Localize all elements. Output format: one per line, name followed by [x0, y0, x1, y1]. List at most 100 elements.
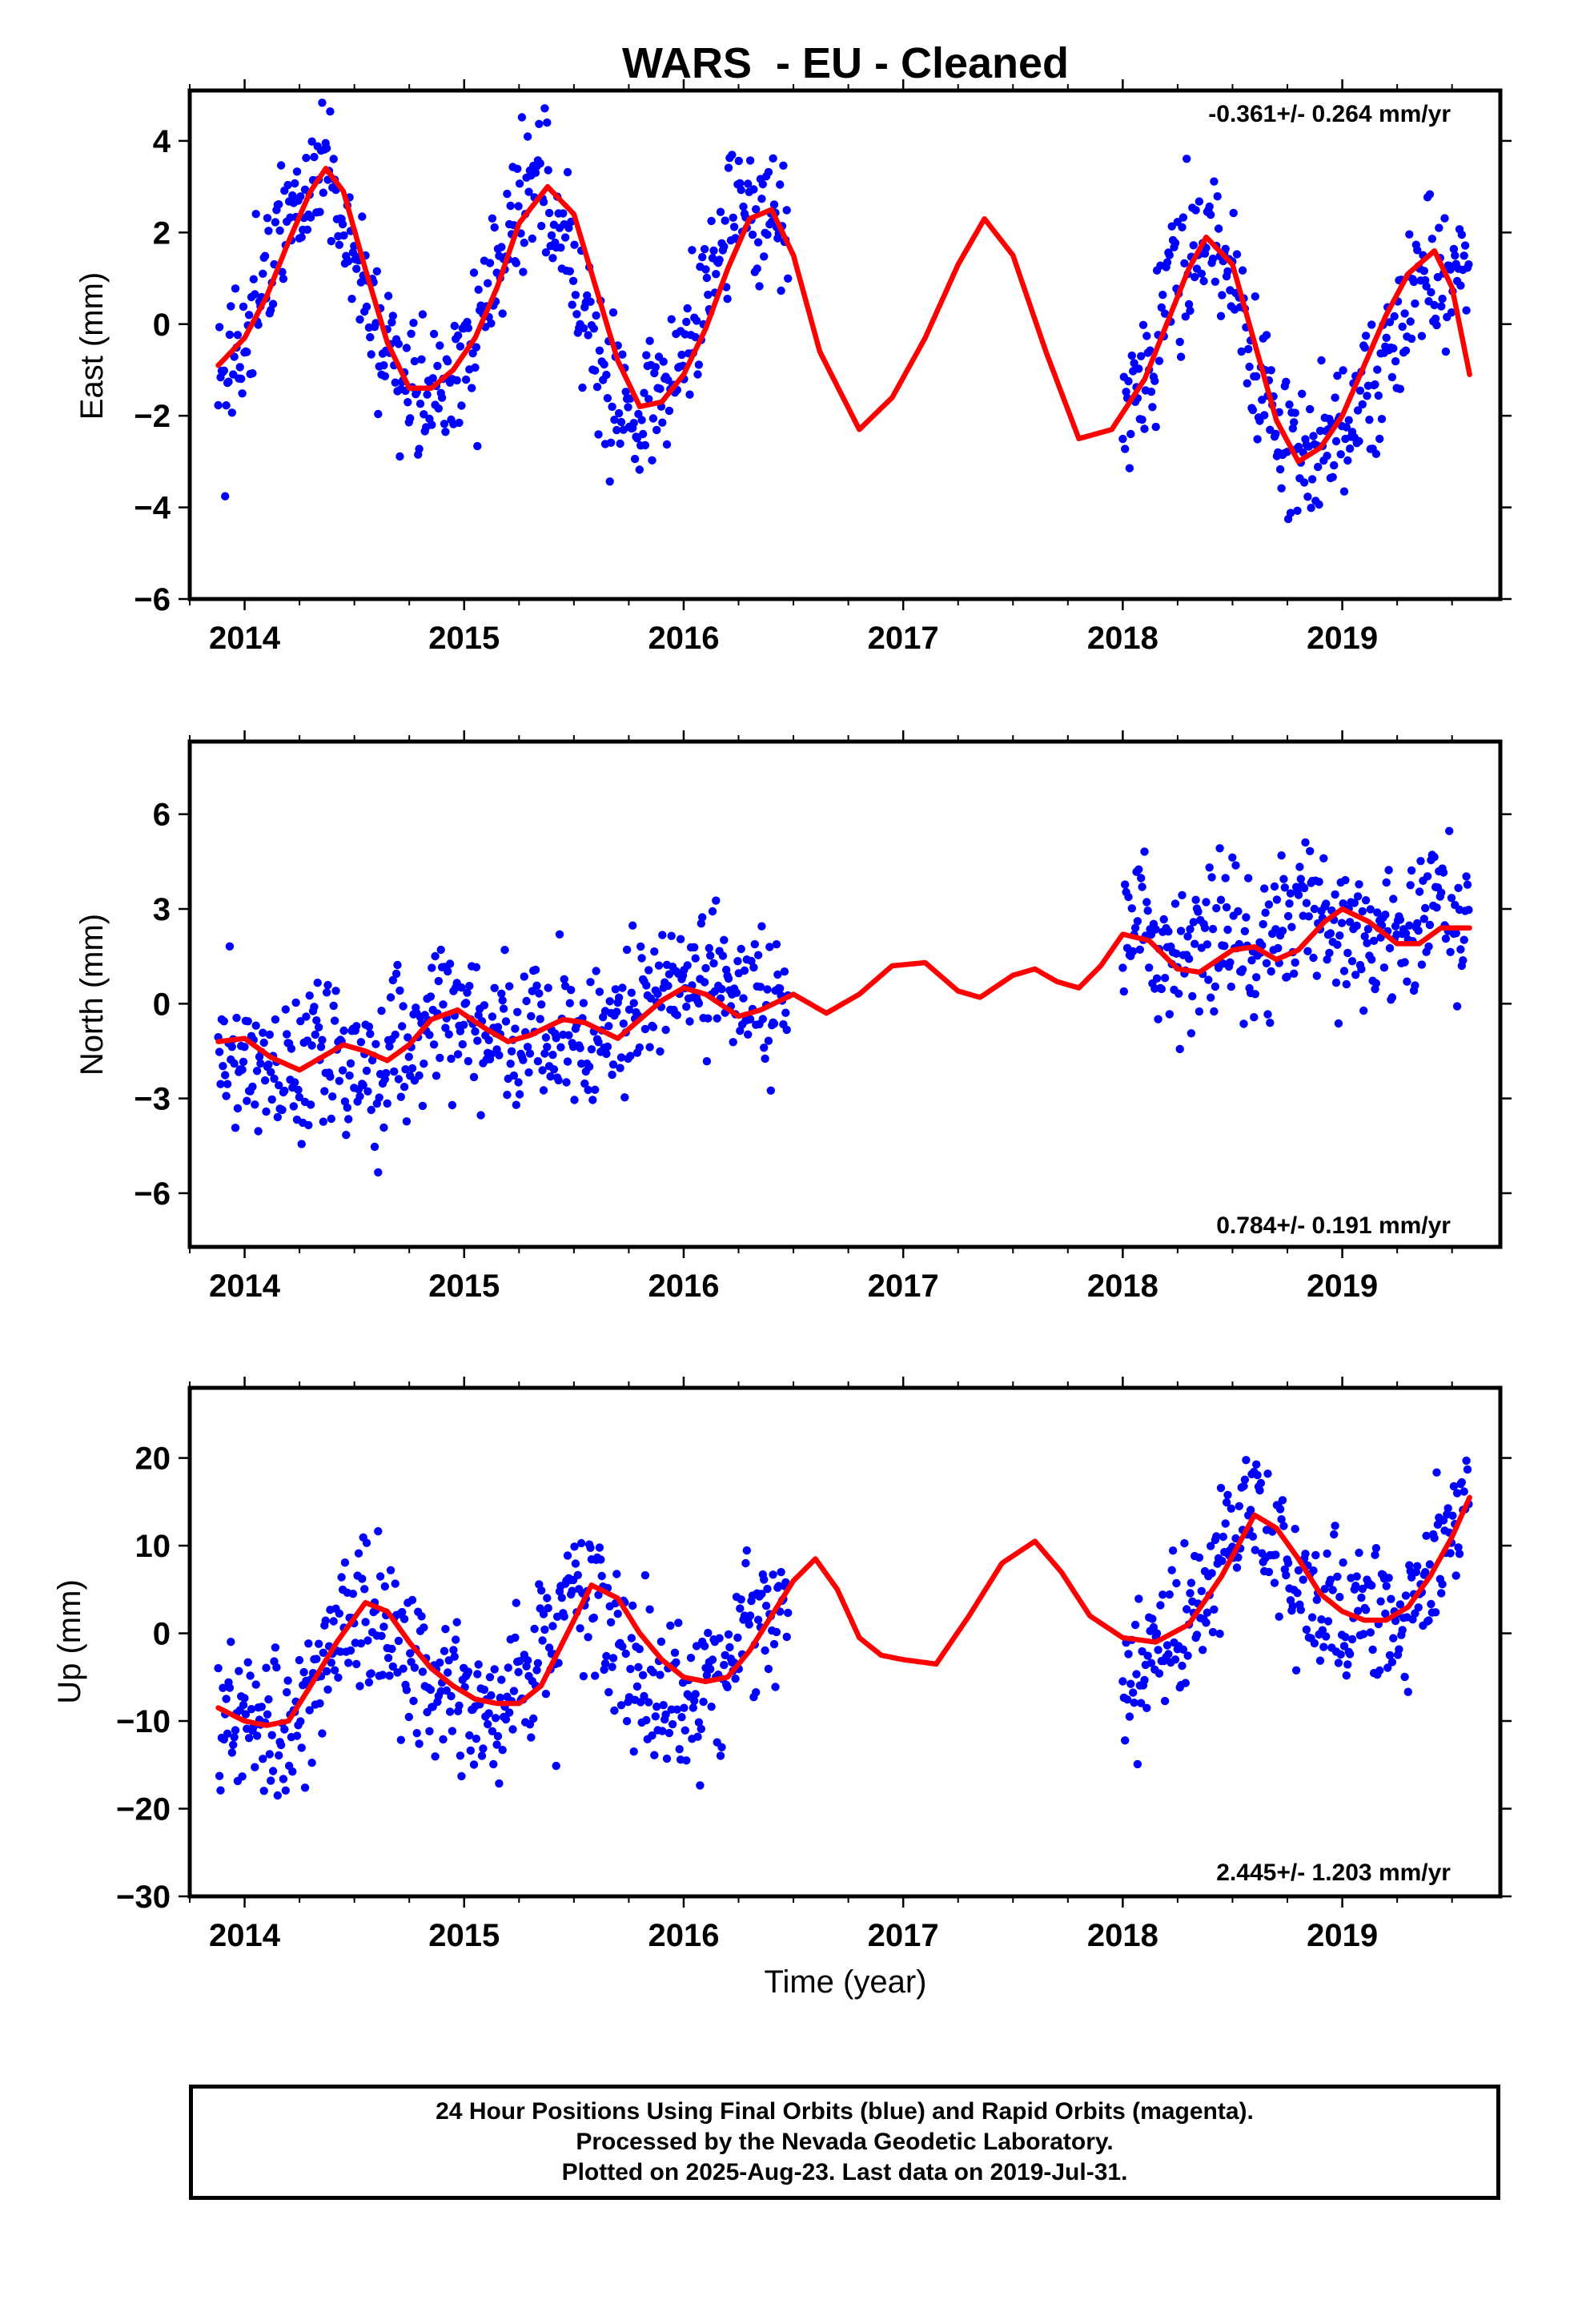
- panel-north-point-667: [1309, 953, 1318, 963]
- panel-north-point-417: [690, 943, 699, 952]
- panel-north-point-53: [275, 1081, 283, 1090]
- panel-up-point-21: [238, 1772, 247, 1781]
- panel-north-point-197: [439, 1000, 448, 1009]
- panel-north-point-44: [264, 1060, 273, 1069]
- panel-north-point-25: [243, 1096, 251, 1105]
- panel-north-point-573: [1202, 898, 1211, 907]
- panel-east-ytick-label-4: 4: [153, 124, 171, 159]
- panel-east-point-248: [497, 243, 506, 251]
- panel-north-point-768: [1424, 942, 1433, 951]
- panel-east-point-737: [1389, 344, 1398, 353]
- panel-up-point-75: [299, 1667, 308, 1677]
- panel-east-point-482: [764, 167, 773, 177]
- panel-up-point-500: [1118, 1677, 1127, 1686]
- panel-north-point-710: [1358, 907, 1367, 916]
- panel-up-point-15: [231, 1726, 240, 1735]
- panel-north-point-14: [230, 1059, 239, 1068]
- panel-up-point-209: [452, 1618, 461, 1626]
- panel-north-point-106: [335, 1076, 343, 1086]
- panel-north-point-483: [765, 943, 774, 951]
- panel-east-point-510: [1130, 359, 1138, 368]
- panel-east-point-65: [288, 191, 297, 200]
- panel-up-point-678: [1322, 1632, 1331, 1641]
- panel-north-point-328: [588, 1096, 597, 1104]
- panel-up-point-382: [650, 1751, 659, 1759]
- panel-up-point-398: [668, 1719, 677, 1729]
- panel-north-point-140: [374, 1168, 383, 1177]
- panel-east-point-117: [347, 295, 356, 304]
- panel-north-point-529: [1151, 925, 1160, 934]
- panel-east-point-521: [1142, 332, 1151, 340]
- panel-north-point-52: [273, 1112, 282, 1122]
- panel-east-point-471: [752, 205, 761, 214]
- panel-east-point-411: [683, 304, 692, 313]
- panel-north-point-709: [1357, 965, 1366, 974]
- panel-up-point-204: [447, 1691, 456, 1701]
- panel-east-point-126: [358, 212, 367, 221]
- panel-east-point-201: [444, 357, 452, 366]
- panel-east-point-313: [571, 291, 580, 300]
- panel-up-point-652: [1291, 1666, 1301, 1675]
- panel-up-point-739: [1391, 1616, 1400, 1626]
- panel-north-point-607: [1240, 927, 1250, 936]
- panel-east-point-378: [645, 336, 654, 345]
- panel-up-point-577: [1207, 1542, 1215, 1550]
- panel-up-point-364: [629, 1747, 638, 1756]
- panel-east-point-338: [600, 360, 608, 369]
- panel-up-point-497: [781, 1578, 790, 1587]
- panel-up-point-567: [1195, 1553, 1204, 1562]
- panel-north-point-251: [500, 946, 509, 955]
- panel-north-point-201: [444, 967, 452, 976]
- panel-up-point-443: [720, 1660, 729, 1670]
- panel-north-point-298: [554, 1076, 563, 1085]
- panel-up-point-47: [267, 1731, 276, 1739]
- panel-east-point-569: [1197, 269, 1207, 278]
- panel-up-point-701: [1347, 1634, 1357, 1644]
- panel-east-point-618: [1253, 435, 1262, 444]
- panel-north-point-320: [579, 999, 588, 1007]
- panel-up-point-532: [1154, 1669, 1164, 1678]
- panel-north-point-67: [291, 1078, 299, 1087]
- panel-up-point-607: [1240, 1475, 1250, 1484]
- panel-north-point-351: [614, 993, 624, 1002]
- panel-east-point-121: [352, 264, 361, 273]
- panel-up-point-271: [523, 1656, 532, 1665]
- panel-up-point-86: [312, 1655, 321, 1663]
- panel-north-point-514: [1134, 865, 1143, 874]
- panel-up-point-231: [477, 1751, 487, 1760]
- panel-north-point-758: [1413, 919, 1422, 928]
- panel-east-point-285: [539, 198, 548, 207]
- panel-north-point-577: [1207, 993, 1215, 1002]
- panel-up-point-237: [484, 1709, 493, 1718]
- panel-east-point-653: [1293, 506, 1302, 515]
- panel-east-point-766: [1422, 282, 1431, 291]
- panel-up-point-797: [1457, 1478, 1467, 1487]
- panel-north-point-661: [1302, 899, 1311, 907]
- panel-up-point-375: [642, 1715, 651, 1725]
- panel-up-point-55: [276, 1740, 286, 1750]
- panel-east-point-537: [1160, 309, 1170, 318]
- panel-up-point-742: [1395, 1645, 1403, 1654]
- panel-east-point-397: [667, 315, 676, 324]
- panel-up-point-640: [1278, 1496, 1287, 1505]
- panel-north-point-214: [458, 1039, 467, 1049]
- panel-east-point-481: [763, 230, 772, 239]
- panel-east-point-457: [736, 179, 745, 187]
- panel-east-point-498: [782, 206, 791, 215]
- panel-east-point-271: [523, 132, 532, 141]
- panel-east-point-82: [307, 137, 316, 146]
- panel-north-point-458: [737, 944, 745, 954]
- panel-north-point-345: [608, 1070, 616, 1080]
- panel-east-point-541: [1165, 251, 1174, 259]
- panel-up-point-312: [570, 1542, 579, 1551]
- panel-east-point-380: [648, 456, 656, 464]
- panel-east-point-278: [531, 168, 540, 177]
- panel-up-point-203: [445, 1707, 455, 1716]
- panel-up-xtick-label-2015: 2015: [428, 1918, 500, 1953]
- panel-east-point-213: [457, 401, 466, 410]
- panel-up-point-780: [1438, 1580, 1447, 1589]
- panel-up-point-126: [358, 1574, 367, 1583]
- panel-north-point-46: [267, 1068, 275, 1076]
- panel-up-point-423: [697, 1724, 705, 1734]
- panel-up-point-668: [1310, 1638, 1319, 1648]
